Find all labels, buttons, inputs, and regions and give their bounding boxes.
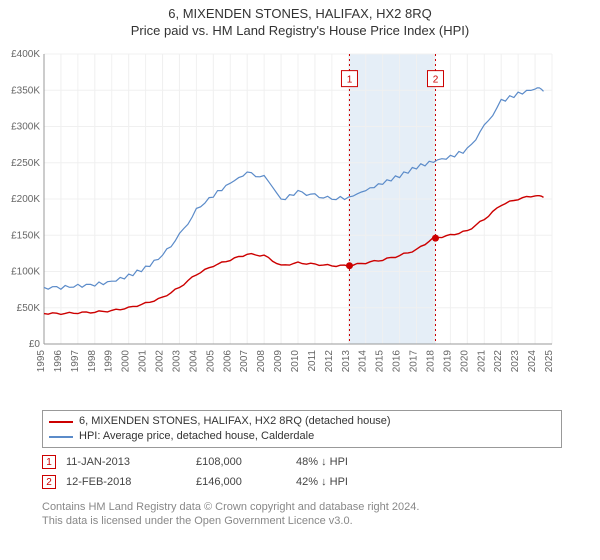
attribution: Contains HM Land Registry data © Crown c… [42,500,562,528]
attribution-line-2: This data is licensed under the Open Gov… [42,514,562,528]
legend-swatch-1 [49,421,73,423]
title-address: 6, MIXENDEN STONES, HALIFAX, HX2 8RQ [0,0,600,21]
svg-text:2007: 2007 [239,350,250,373]
svg-text:1999: 1999 [104,350,115,373]
sale-diff-1: 48% ↓ HPI [296,456,406,468]
svg-text:2012: 2012 [324,350,335,373]
legend-label-2: HPI: Average price, detached house, Cald… [79,429,314,444]
sale-rows: 1 11-JAN-2013 £108,000 48% ↓ HPI 2 12-FE… [42,452,562,492]
svg-text:2020: 2020 [459,350,470,373]
svg-text:£250K: £250K [11,158,40,169]
legend-label-1: 6, MIXENDEN STONES, HALIFAX, HX2 8RQ (de… [79,414,391,429]
legend-row-2: HPI: Average price, detached house, Cald… [49,429,555,444]
svg-text:2015: 2015 [375,350,386,373]
svg-text:2003: 2003 [171,350,182,373]
svg-text:2009: 2009 [273,350,284,373]
svg-text:2000: 2000 [121,350,132,373]
svg-text:2019: 2019 [442,350,453,373]
svg-text:£350K: £350K [11,85,40,96]
svg-text:£150K: £150K [11,230,40,241]
svg-text:2010: 2010 [290,350,301,373]
svg-text:1997: 1997 [70,350,81,373]
legend-swatch-2 [49,436,73,438]
attribution-line-1: Contains HM Land Registry data © Crown c… [42,500,562,514]
sale-marker-2: 2 [42,475,56,489]
legend-row-1: 6, MIXENDEN STONES, HALIFAX, HX2 8RQ (de… [49,414,555,429]
svg-text:£400K: £400K [11,49,40,60]
svg-text:2001: 2001 [138,350,149,373]
svg-text:2005: 2005 [205,350,216,373]
chart-container: 6, MIXENDEN STONES, HALIFAX, HX2 8RQ Pri… [0,0,600,560]
svg-text:2014: 2014 [358,350,369,373]
svg-text:2022: 2022 [493,350,504,373]
svg-text:2002: 2002 [155,350,166,373]
chart-area: £0 £50K £100K £150K £200K £250K £300K £350K £400… [0,48,600,403]
svg-text:£50K: £50K [17,303,41,314]
svg-text:2017: 2017 [409,350,420,373]
svg-text:2016: 2016 [392,350,403,373]
sale-price-1: £108,000 [196,456,296,468]
sale-date-2: 12-FEB-2018 [66,476,196,488]
svg-text:2021: 2021 [476,350,487,373]
svg-text:1996: 1996 [53,350,64,373]
svg-text:2018: 2018 [425,350,436,373]
legend: 6, MIXENDEN STONES, HALIFAX, HX2 8RQ (de… [42,410,562,448]
svg-text:£0: £0 [29,339,41,350]
svg-text:2024: 2024 [527,350,538,373]
svg-text:1: 1 [347,75,353,86]
svg-text:£200K: £200K [11,194,40,205]
svg-text:2013: 2013 [341,350,352,373]
svg-text:2006: 2006 [222,350,233,373]
svg-text:2008: 2008 [256,350,267,373]
sale-marker-1: 1 [42,455,56,469]
svg-text:2: 2 [433,75,439,86]
line-chart: £0 £50K £100K £150K £200K £250K £300K £350K £400… [0,48,560,388]
title-subtitle: Price paid vs. HM Land Registry's House … [0,21,600,38]
sale-row-1: 1 11-JAN-2013 £108,000 48% ↓ HPI [42,452,562,472]
svg-text:2011: 2011 [307,350,318,372]
svg-text:£300K: £300K [11,122,40,133]
sale-diff-2: 42% ↓ HPI [296,476,406,488]
svg-text:1995: 1995 [36,350,47,373]
svg-text:2025: 2025 [544,350,555,373]
svg-text:2004: 2004 [188,350,199,373]
svg-text:2023: 2023 [510,350,521,373]
sale-price-2: £146,000 [196,476,296,488]
svg-text:1998: 1998 [87,350,98,373]
sale-row-2: 2 12-FEB-2018 £146,000 42% ↓ HPI [42,472,562,492]
sale-date-1: 11-JAN-2013 [66,456,196,468]
svg-text:£100K: £100K [11,267,40,278]
